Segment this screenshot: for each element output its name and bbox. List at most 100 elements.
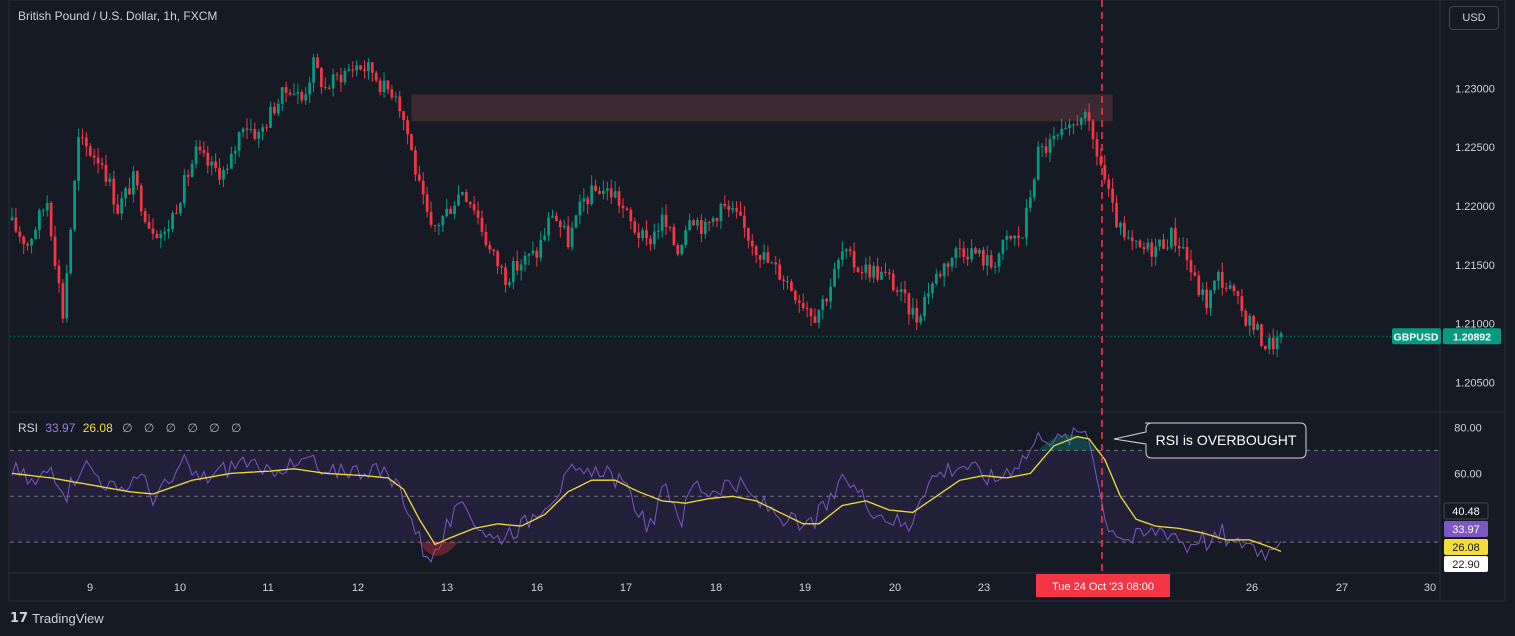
candle-body <box>793 290 797 301</box>
candle-body <box>214 161 218 168</box>
candle-body <box>852 251 856 268</box>
candle-body <box>449 208 453 215</box>
candle-body <box>966 256 970 260</box>
candle-body <box>891 273 895 291</box>
candle-body <box>856 267 860 272</box>
candle-body <box>762 252 766 260</box>
candle-body <box>1001 239 1005 254</box>
candle-body <box>766 252 770 263</box>
candle-body <box>198 146 202 151</box>
rsi-badge: 22.90 <box>1452 559 1480 571</box>
candle-body <box>421 180 425 195</box>
candle-body <box>699 219 703 234</box>
candle-body <box>523 255 527 265</box>
candle-body <box>946 263 950 267</box>
symbol-title[interactable]: British Pound / U.S. Dollar, 1h, FXCM <box>18 9 218 23</box>
candle-body <box>884 271 887 273</box>
candle-body <box>1197 275 1201 295</box>
tradingview-brand[interactable]: 𝟭𝟳 TradingView <box>10 610 104 626</box>
candle-body <box>331 74 335 89</box>
candle-body <box>672 227 676 246</box>
candle-body <box>206 152 210 166</box>
candle-body <box>359 65 362 70</box>
candle-body <box>73 180 77 230</box>
candle-body <box>746 227 750 241</box>
price-axis[interactable]: 1.20500 1.21000 1.21500 1.22000 1.22500 1.230… <box>1455 83 1495 389</box>
candle-body <box>723 204 727 206</box>
candle-body <box>335 74 339 76</box>
candle-body <box>1279 333 1283 338</box>
currency-button[interactable]: USD <box>1449 6 1499 30</box>
candle-body <box>570 227 574 248</box>
rsi-legend[interactable]: RSI 33.97 26.08 ∅ ∅ ∅ ∅ ∅ ∅ <box>18 421 246 435</box>
candle-body <box>163 231 167 234</box>
rsi-pane[interactable] <box>10 426 1440 563</box>
candle-body <box>1201 289 1205 295</box>
candle-body <box>817 309 821 323</box>
candle-body <box>18 231 22 237</box>
candle-body <box>241 128 245 133</box>
candle-body <box>1111 188 1114 203</box>
candle-body <box>743 215 746 228</box>
candle-body <box>950 257 954 267</box>
candle-body <box>370 62 374 73</box>
candle-body <box>927 293 930 297</box>
candle-body <box>480 217 484 232</box>
candle-body <box>386 80 390 90</box>
candle-body <box>49 202 53 237</box>
candle-body <box>402 111 406 121</box>
candle-body <box>202 150 206 153</box>
candle-body <box>574 215 578 228</box>
price-pane[interactable] <box>10 53 1440 358</box>
candle-body <box>417 174 421 181</box>
candle-body <box>993 266 997 268</box>
rsi-badge-bg <box>1444 556 1488 572</box>
candle-body <box>116 204 120 214</box>
candle-body <box>915 308 919 323</box>
candle-body <box>1252 315 1255 330</box>
rsi-axis[interactable]: 60.00 80.00 40.48 33.97 26.08 22.90 <box>1443 422 1489 572</box>
candle-body <box>233 150 237 154</box>
candle-body <box>1083 112 1087 119</box>
candle-body <box>194 146 198 164</box>
candle-body <box>1126 237 1130 239</box>
time-tick-label: 17 <box>620 582 632 594</box>
candle-body <box>394 96 398 98</box>
candle-body <box>265 127 268 129</box>
time-tick-label: 11 <box>262 582 273 594</box>
candle-body <box>41 210 45 212</box>
candle-body <box>809 308 813 317</box>
brand-name: TradingView <box>32 610 104 626</box>
candle-body <box>656 230 660 232</box>
price-badge-symbol: GBPUSD <box>1394 331 1439 343</box>
candle-body <box>143 211 147 222</box>
candle-body <box>958 248 962 250</box>
candle-body <box>1032 179 1036 198</box>
candle-body <box>1216 271 1220 281</box>
candle-body <box>69 229 73 274</box>
candle-body <box>85 137 88 147</box>
candle-body <box>237 132 241 151</box>
candle-body <box>582 198 586 202</box>
candle-body <box>535 250 539 258</box>
candle-body <box>664 214 668 227</box>
candle-body <box>229 153 233 169</box>
candle-body <box>1158 239 1161 247</box>
candle-body <box>1005 235 1009 240</box>
candle-body <box>30 239 33 246</box>
candle-body <box>1028 197 1032 208</box>
candle-body <box>719 204 723 221</box>
candle-body <box>249 129 253 131</box>
candle-body <box>210 161 214 166</box>
candle-body <box>1236 291 1240 297</box>
candle-body <box>1193 272 1197 276</box>
candle-body <box>558 221 562 228</box>
crosshair-time-label: Tue 24 Oct '23 08:00 <box>1052 581 1154 593</box>
candle-body <box>566 225 570 248</box>
time-axis[interactable]: 9 10 11 12 13 16 17 18 19 20 23 26 27 30 <box>87 582 1436 594</box>
candle-body <box>300 92 304 101</box>
candle-body <box>171 213 174 230</box>
candle-body <box>1025 207 1028 238</box>
time-tick-label: 10 <box>174 582 186 594</box>
